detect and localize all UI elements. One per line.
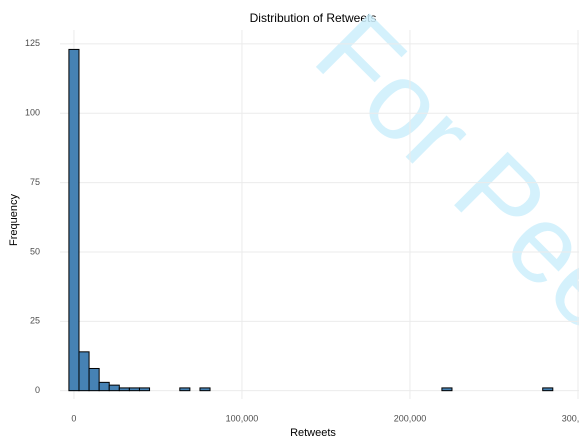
x-axis-label: Retweets <box>290 427 336 439</box>
histogram-bar <box>88 367 100 392</box>
histogram-bar <box>441 387 453 392</box>
histogram-bar <box>128 387 140 392</box>
chart-title: Distribution of Retweets <box>250 11 377 25</box>
y-tick-label: 125 <box>25 38 40 48</box>
x-tick-label: 100,000 <box>226 413 259 423</box>
histogram-bar <box>78 351 90 392</box>
y-tick-label: 25 <box>30 316 40 326</box>
y-tick-label: 50 <box>30 246 40 256</box>
histogram-bar <box>542 387 554 392</box>
y-axis-label: Frequency <box>8 194 20 246</box>
histogram-bar <box>118 387 130 392</box>
histogram-bar <box>98 381 110 392</box>
y-tick-label: 100 <box>25 108 40 118</box>
x-tick-label: 300,000 <box>562 413 579 423</box>
x-tick-label: 0 <box>71 413 76 423</box>
y-tick-label: 75 <box>30 177 40 187</box>
watermark: For Peer <box>292 0 579 380</box>
histogram-bar <box>179 387 191 392</box>
y-tick-label: 0 <box>35 385 40 395</box>
histogram-bar <box>138 387 151 392</box>
histogram-bar <box>68 48 80 392</box>
x-tick-label: 200,000 <box>394 413 427 423</box>
histogram-bar <box>108 384 120 392</box>
histogram-bar <box>199 387 211 392</box>
